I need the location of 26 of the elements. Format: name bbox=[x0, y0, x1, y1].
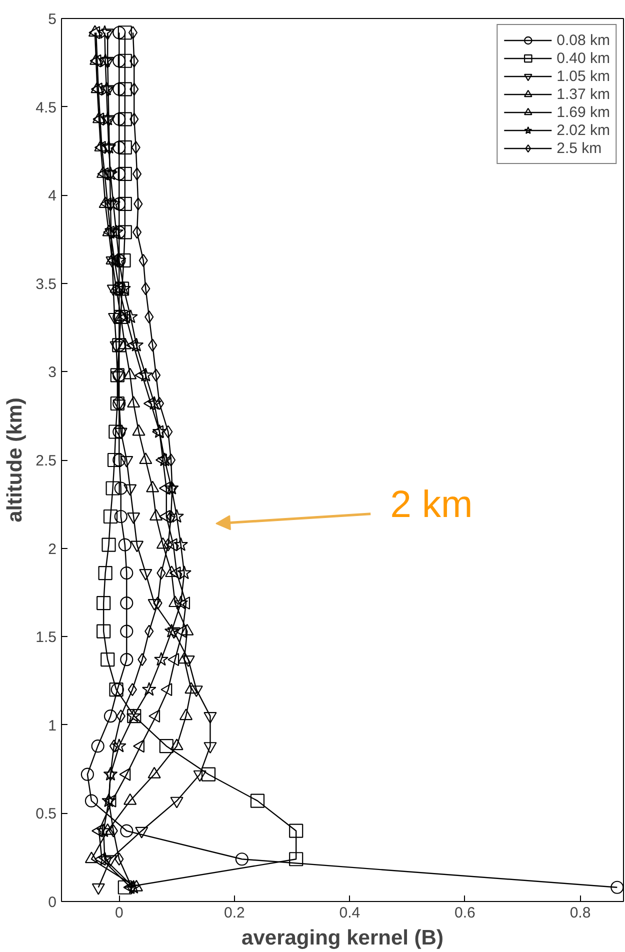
x-tick-label: 0 bbox=[114, 904, 124, 922]
legend-label: 2.5 km bbox=[556, 139, 602, 157]
y-tick-label: 4.5 bbox=[36, 99, 57, 116]
legend-label: 1.37 km bbox=[556, 85, 610, 103]
y-tick-label: 0.5 bbox=[36, 806, 57, 823]
legend-label: 1.05 km bbox=[556, 67, 610, 85]
y-tick-label: 3 bbox=[48, 364, 56, 382]
y-tick-label: 2.5 bbox=[36, 452, 57, 470]
x-tick-label: 0.4 bbox=[339, 904, 360, 922]
legend-label: 1.69 km bbox=[556, 103, 610, 121]
y-tick-label: 2 bbox=[48, 540, 56, 558]
y-tick-label: 0 bbox=[48, 894, 56, 911]
y-tick-label: 1.5 bbox=[36, 629, 57, 646]
annotation: 2 km bbox=[390, 484, 473, 526]
y-axis-title: altitude (km) bbox=[4, 398, 27, 522]
y-tick-label: 5 bbox=[48, 11, 56, 28]
x-axis-title: averaging kernel (B) bbox=[242, 926, 444, 950]
legend-label: 0.40 km bbox=[556, 49, 610, 67]
legend-label: 2.02 km bbox=[556, 121, 610, 139]
x-tick-label: 0.6 bbox=[454, 904, 476, 922]
y-tick-label: 4 bbox=[48, 188, 56, 205]
legend-label: 0.08 km bbox=[556, 31, 610, 49]
x-tick-label: 0.8 bbox=[570, 904, 591, 922]
y-tick-label: 1 bbox=[48, 717, 56, 734]
x-tick-label: 0.2 bbox=[224, 904, 245, 922]
y-tick-label: 3.5 bbox=[36, 276, 57, 293]
